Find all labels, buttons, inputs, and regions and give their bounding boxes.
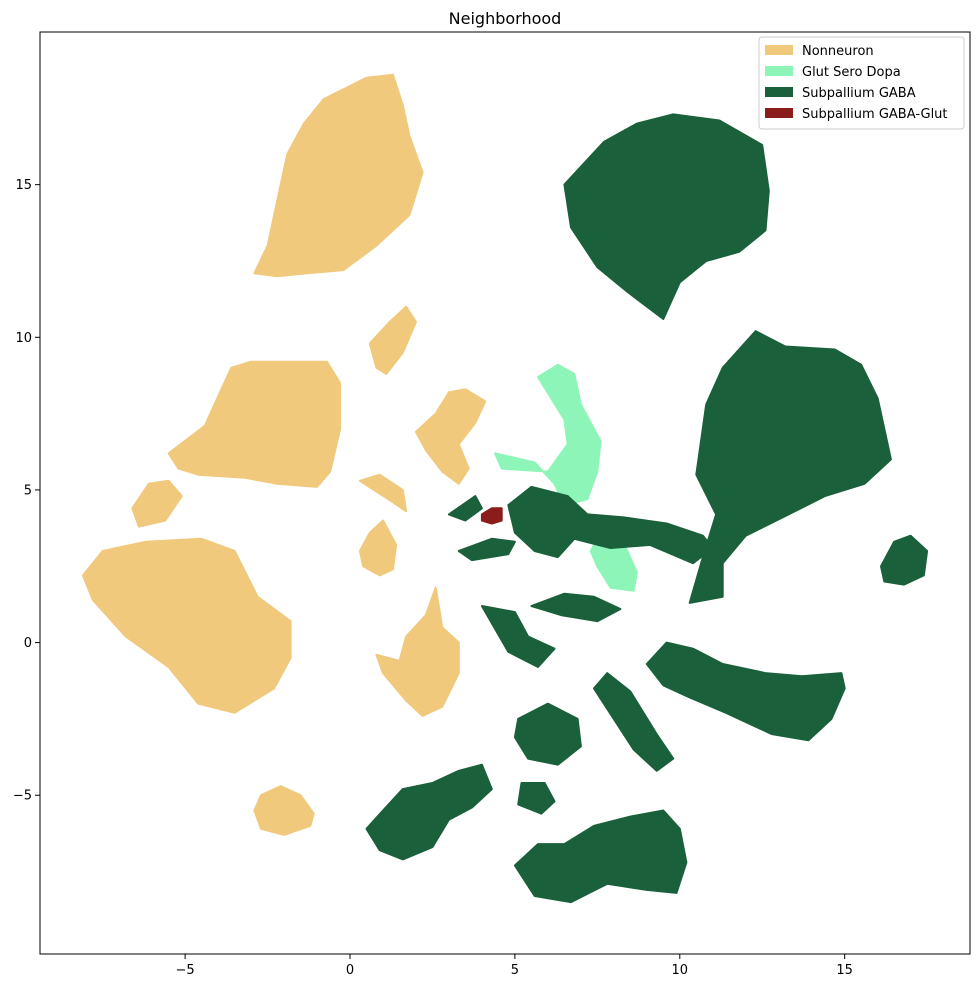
- cluster-nonneuron-7: [375, 586, 460, 717]
- legend: Nonneuron Glut Sero Dopa Subpallium GABA Su…: [758, 36, 965, 130]
- legend-box: [758, 36, 965, 130]
- cluster-nonneuron-6: [415, 388, 487, 485]
- cluster-nonneuron-1: [167, 360, 342, 488]
- cluster-subpallium-gaba-1: [688, 330, 892, 604]
- plot-frame: [39, 31, 971, 955]
- legend-swatch: [765, 45, 793, 55]
- clusters-layer: [81, 73, 929, 904]
- cluster-subpallium-gaba-13: [880, 534, 929, 586]
- cluster-nonneuron-2: [81, 537, 292, 714]
- cluster-subpallium-gaba-5: [457, 537, 516, 562]
- y-tick-label: 10: [15, 331, 32, 346]
- cluster-nonneuron-0: [253, 73, 424, 278]
- cluster-nonneuron-9: [358, 473, 408, 513]
- cluster-subpallium-gaba-3: [507, 485, 714, 565]
- y-tick-label: 5: [24, 483, 32, 498]
- y-tick-label: 15: [15, 178, 32, 193]
- legend-swatch: [765, 108, 793, 118]
- cluster-nonneuron-5: [368, 305, 417, 375]
- axes-layer: −5 0 5 10 15 −5 0 5 10 15: [13, 178, 853, 978]
- cluster-nonneuron-8: [358, 519, 398, 577]
- x-tick-label: −5: [176, 963, 195, 978]
- legend-label: Glut Sero Dopa: [802, 65, 901, 80]
- y-tick-label: 0: [24, 636, 32, 651]
- cluster-subpallium-gaba-4: [447, 495, 483, 522]
- cluster-subpallium-gaba-12: [365, 763, 493, 861]
- cluster-glut-sero-dopa-0: [494, 363, 602, 507]
- y-tick-label: −5: [13, 789, 32, 804]
- cluster-subpallium-gaba-10: [517, 782, 556, 815]
- cluster-nonneuron-4: [253, 785, 315, 836]
- x-tick-label: 10: [672, 963, 689, 978]
- cluster-subpallium-gaba-6: [480, 605, 556, 668]
- legend-label: Nonneuron: [802, 44, 874, 59]
- x-tick-label: 15: [836, 963, 853, 978]
- cluster-subpallium-gaba-11: [513, 809, 688, 904]
- legend-label: Subpallium GABA: [802, 86, 916, 101]
- cluster-subpallium-gaba-2: [645, 641, 846, 742]
- legend-swatch: [765, 66, 793, 76]
- cluster-nonneuron-3: [131, 479, 183, 528]
- legend-swatch: [765, 87, 793, 97]
- cluster-subpallium-gaba-8: [593, 672, 675, 772]
- x-tick-label: 5: [511, 963, 519, 978]
- legend-label: Subpallium GABA-Glut: [802, 107, 948, 122]
- cluster-subpallium-gaba-glut-0: [480, 507, 503, 525]
- cluster-subpallium-gaba-7: [530, 592, 622, 623]
- chart-title: Neighborhood: [449, 9, 562, 28]
- cluster-subpallium-gaba-9: [513, 702, 582, 766]
- x-tick-label: 0: [346, 963, 354, 978]
- cluster-subpallium-gaba-0: [563, 113, 770, 320]
